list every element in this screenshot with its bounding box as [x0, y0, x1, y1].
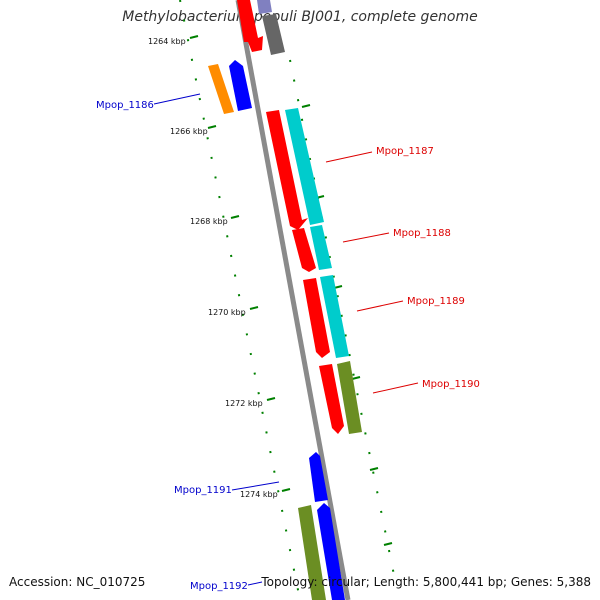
gene-feature-top-red[interactable]: [237, 0, 263, 52]
tick-label-1272: 1272 kbp: [225, 399, 263, 408]
gene-feature-mpop-1186-blue[interactable]: [229, 60, 252, 111]
gene-feature-mpop-1188-cyan[interactable]: [310, 225, 332, 270]
gene-label-mpop-1192[interactable]: Mpop_1192: [190, 581, 248, 592]
scale-tick: [249, 306, 259, 310]
leader-mpop-1191: [231, 481, 280, 491]
gene-feature-mpop-1187-red[interactable]: [266, 110, 308, 230]
gene-feature-mpop-1192-blue[interactable]: [317, 503, 345, 600]
leader-mpop-1190: [372, 382, 419, 394]
outer-tick: [383, 542, 393, 546]
scale-track: [179, 0, 301, 600]
gene-feature-mpop-1189-cyan[interactable]: [320, 275, 349, 358]
accession-text: Accession: NC_010725: [9, 575, 146, 589]
gene-label-mpop-1187[interactable]: Mpop_1187: [376, 146, 434, 157]
map-title: Methylobacterium populi BJ001, complete …: [122, 9, 478, 25]
gene-feature-mpop-1189-red[interactable]: [303, 278, 330, 358]
gene-feature-mpop-1192-olive[interactable]: [298, 505, 326, 600]
outer-tick: [301, 104, 311, 108]
genome-summary-text: Topology: circular; Length: 5,800,441 bp…: [261, 575, 591, 589]
leader-mpop-1188: [342, 232, 390, 243]
outer-tick: [351, 376, 361, 380]
gene-feature-top-gray[interactable]: [262, 14, 285, 55]
scale-tick: [230, 215, 240, 219]
gene-feature-mpop-1190-red[interactable]: [319, 364, 344, 434]
gene-label-mpop-1191[interactable]: Mpop_1191: [174, 485, 232, 496]
scale-tick: [189, 35, 199, 39]
scale-tick: [207, 125, 217, 129]
gene-feature-mpop-1188-red[interactable]: [292, 228, 316, 272]
leader-mpop-1187: [325, 151, 373, 163]
genome-backbone: [235, 0, 351, 600]
outer-tick: [369, 467, 379, 471]
leader-mpop-1186: [153, 93, 201, 105]
tick-label-1274: 1274 kbp: [240, 490, 278, 499]
gene-label-mpop-1188[interactable]: Mpop_1188: [393, 228, 451, 239]
tick-label-1264: 1264 kbp: [148, 37, 186, 46]
gene-feature-mpop-1191-blue[interactable]: [309, 452, 328, 502]
tick-label-1266: 1266 kbp: [170, 127, 208, 136]
scale-tick: [281, 488, 291, 492]
scale-track-outer: [289, 59, 396, 581]
gene-label-mpop-1189[interactable]: Mpop_1189: [407, 296, 465, 307]
scale-tick: [266, 397, 276, 401]
gene-feature-mpop-1190-olive[interactable]: [337, 361, 362, 434]
leader-mpop-1189: [356, 300, 404, 312]
gene-feature-mpop-1187-cyan[interactable]: [285, 108, 324, 225]
gene-feature-top-lavender: [257, 0, 272, 14]
gene-label-mpop-1190[interactable]: Mpop_1190: [422, 379, 480, 390]
tick-label-1268: 1268 kbp: [190, 217, 228, 226]
leader-mpop-1192: [247, 581, 263, 586]
gene-feature-mpop-1186-orange[interactable]: [208, 64, 234, 114]
gene-label-mpop-1186[interactable]: Mpop_1186: [96, 100, 154, 111]
tick-label-1270: 1270 kbp: [208, 308, 246, 317]
